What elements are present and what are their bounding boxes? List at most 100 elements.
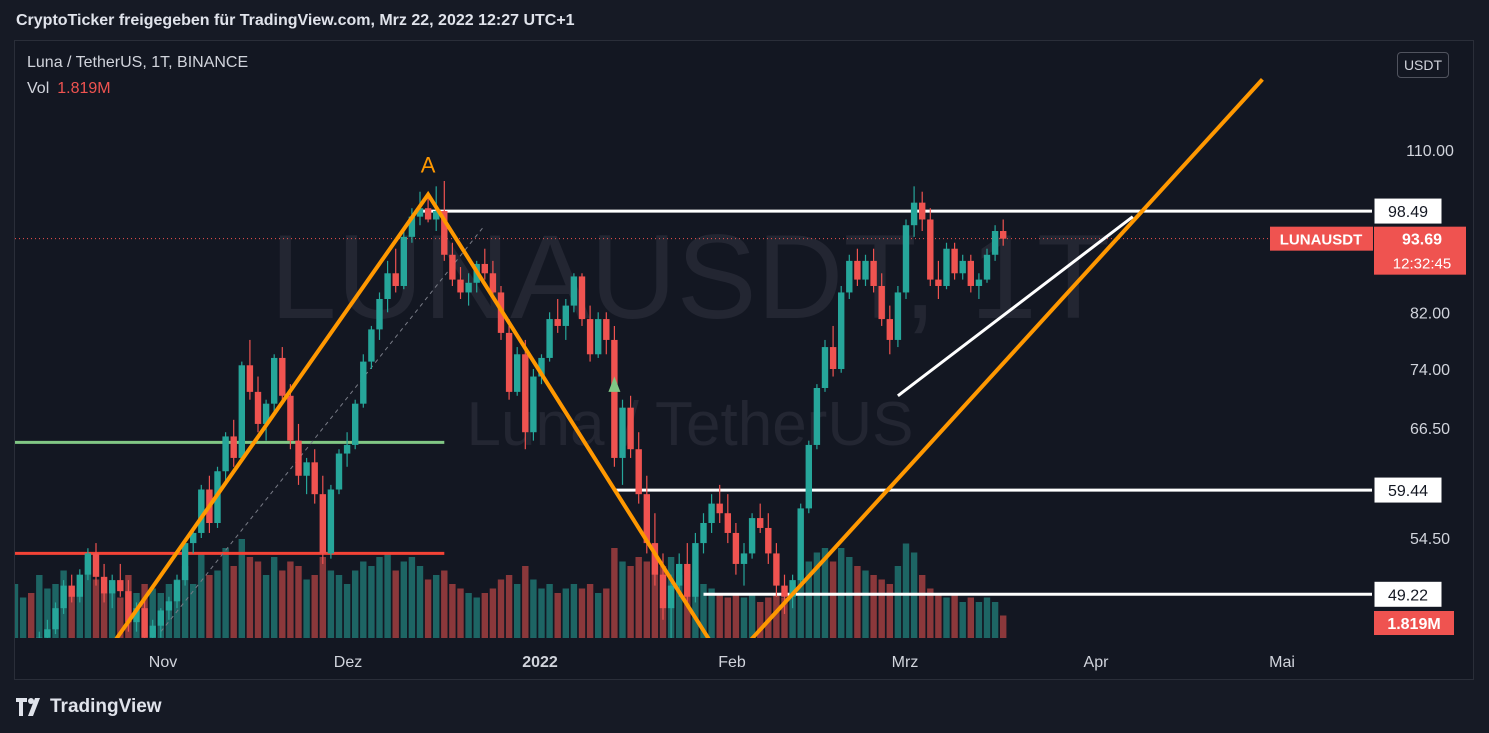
candle[interactable] — [60, 580, 67, 614]
candle[interactable] — [522, 339, 529, 450]
candle[interactable] — [84, 548, 92, 581]
candle[interactable] — [773, 543, 780, 597]
candle[interactable] — [449, 242, 456, 286]
candle[interactable] — [919, 191, 926, 231]
candle[interactable] — [983, 248, 991, 283]
candle[interactable] — [554, 298, 561, 333]
candle[interactable] — [295, 423, 302, 485]
candle[interactable] — [854, 248, 861, 286]
candle[interactable] — [732, 522, 740, 575]
candle[interactable] — [352, 399, 359, 450]
abc-pattern-line[interactable] — [104, 190, 720, 656]
candle[interactable] — [619, 399, 626, 485]
candle[interactable] — [198, 484, 205, 538]
candle[interactable] — [360, 354, 367, 408]
candle[interactable] — [117, 563, 124, 597]
candle[interactable] — [141, 596, 148, 644]
candle[interactable] — [943, 242, 950, 290]
candle[interactable] — [951, 242, 958, 280]
candle[interactable] — [538, 354, 545, 385]
candle[interactable] — [52, 602, 59, 635]
candle[interactable] — [246, 339, 254, 400]
candle[interactable] — [279, 347, 286, 400]
candle[interactable] — [805, 440, 812, 514]
candle[interactable] — [303, 457, 310, 495]
candle[interactable] — [570, 273, 578, 313]
candle[interactable] — [781, 574, 788, 614]
candle[interactable] — [667, 574, 675, 657]
candle[interactable] — [635, 432, 642, 504]
candle[interactable] — [157, 608, 164, 638]
candle[interactable] — [376, 292, 383, 340]
currency-unit-button[interactable]: USDT — [1397, 52, 1449, 78]
candle[interactable] — [627, 395, 634, 458]
candle[interactable] — [829, 325, 837, 377]
candle[interactable] — [173, 574, 181, 609]
candle[interactable] — [546, 312, 553, 362]
candle[interactable] — [878, 273, 885, 326]
candle[interactable] — [489, 260, 497, 299]
candle[interactable] — [100, 563, 108, 603]
candle[interactable] — [238, 361, 245, 463]
candle[interactable] — [821, 339, 829, 392]
candle[interactable] — [797, 503, 804, 586]
candle[interactable] — [975, 273, 983, 299]
candle[interactable] — [44, 619, 51, 650]
candle[interactable] — [813, 384, 821, 450]
candle[interactable] — [765, 513, 772, 564]
candle[interactable] — [271, 354, 278, 412]
orange-trend-line[interactable] — [736, 78, 1264, 656]
candle[interactable] — [68, 574, 75, 603]
candle[interactable] — [149, 619, 156, 656]
candle[interactable] — [838, 285, 845, 373]
candle[interactable] — [862, 254, 869, 286]
candle[interactable] — [335, 449, 343, 495]
candle[interactable] — [392, 248, 399, 293]
candle[interactable] — [457, 267, 464, 299]
candle[interactable] — [611, 325, 618, 467]
candle[interactable] — [400, 230, 407, 290]
candle[interactable] — [505, 319, 513, 400]
candle[interactable] — [692, 532, 699, 603]
candle[interactable] — [927, 208, 934, 286]
candle[interactable] — [12, 663, 18, 696]
candle[interactable] — [311, 449, 318, 504]
candle[interactable] — [165, 596, 173, 620]
candle[interactable] — [967, 254, 974, 293]
candle[interactable] — [319, 475, 326, 564]
candle[interactable] — [254, 376, 262, 433]
candle[interactable] — [846, 254, 853, 299]
candle[interactable] — [708, 494, 715, 533]
candle[interactable] — [424, 197, 432, 223]
candle[interactable] — [902, 219, 910, 299]
candle[interactable] — [740, 543, 748, 586]
candle[interactable] — [287, 384, 294, 450]
candle[interactable] — [181, 538, 189, 586]
candle[interactable] — [109, 574, 116, 609]
candle[interactable] — [578, 273, 586, 326]
candle[interactable] — [514, 347, 521, 396]
candle[interactable] — [36, 631, 43, 682]
candle[interactable] — [684, 543, 691, 609]
candle[interactable] — [959, 254, 966, 280]
candle[interactable] — [716, 484, 723, 523]
candle[interactable] — [408, 208, 416, 243]
rising-trend-line[interactable] — [896, 215, 1134, 397]
candle[interactable] — [230, 419, 237, 467]
candle[interactable] — [700, 513, 707, 554]
candle[interactable] — [991, 225, 999, 261]
candle[interactable] — [595, 312, 602, 358]
candle[interactable] — [562, 298, 569, 340]
candle[interactable] — [465, 273, 472, 306]
volume-legend[interactable]: Vol 1.819M — [27, 80, 111, 98]
candle[interactable] — [76, 569, 83, 603]
dashed-trend-line[interactable] — [160, 224, 486, 632]
candle[interactable] — [870, 248, 877, 293]
candle[interactable] — [757, 503, 764, 533]
symbol-legend[interactable]: Luna / TetherUS, 1T, BINANCE — [27, 54, 249, 71]
candle[interactable] — [343, 432, 351, 467]
candle[interactable] — [327, 484, 335, 559]
tradingview-footer[interactable]: TradingView — [16, 693, 162, 721]
